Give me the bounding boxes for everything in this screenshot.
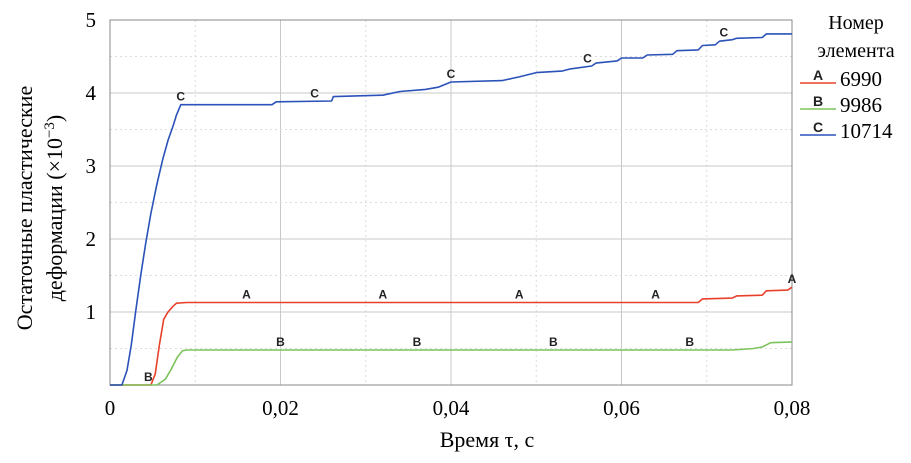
legend-marker: B bbox=[813, 93, 823, 109]
legend-item-9986: B 9986 bbox=[800, 93, 882, 117]
curve-marker-a: A bbox=[242, 288, 251, 302]
curve-marker-b: B bbox=[413, 335, 422, 349]
y-tick-label: 4 bbox=[86, 81, 97, 105]
plot-frame bbox=[109, 19, 793, 386]
curve-marker-c: C bbox=[583, 52, 592, 66]
x-tick-label: 0,04 bbox=[433, 396, 470, 420]
curve-marker-b: B bbox=[144, 370, 153, 384]
curve-marker-a: A bbox=[788, 272, 797, 286]
x-tick-label: 0 bbox=[105, 396, 116, 420]
legend-label: 10714 bbox=[840, 119, 893, 143]
curve-markers: A A A A A B B B B B C C C C C bbox=[144, 26, 797, 384]
curve-marker-b: B bbox=[549, 335, 558, 349]
curve-marker-a: A bbox=[515, 288, 524, 302]
curve-marker-a: A bbox=[651, 288, 660, 302]
legend-label: 9986 bbox=[840, 93, 882, 117]
x-tick-label: 0,02 bbox=[262, 396, 299, 420]
x-axis-title: Время τ, с bbox=[440, 427, 535, 452]
y-tick-label: 3 bbox=[86, 154, 97, 178]
curve-marker-c: C bbox=[310, 86, 319, 100]
grid bbox=[110, 20, 792, 385]
series-line-10714 bbox=[110, 33, 792, 386]
curve-marker-c: C bbox=[719, 26, 728, 40]
series-line-9986 bbox=[110, 341, 793, 386]
legend-title-line1: Номер bbox=[828, 12, 884, 34]
y-axis-title-close: ) bbox=[42, 115, 67, 122]
legend-marker: A bbox=[813, 67, 823, 83]
legend-items: A 6990 B 9986 C 10714 bbox=[800, 67, 893, 143]
y-tick-label: 2 bbox=[86, 227, 97, 251]
legend-marker: C bbox=[813, 119, 823, 135]
y-tick-label: 1 bbox=[86, 300, 97, 324]
x-tick-label: 0,08 bbox=[774, 396, 811, 420]
y-tick-label: 5 bbox=[86, 8, 97, 32]
legend-item-6990: A 6990 bbox=[800, 67, 882, 91]
curve-marker-b: B bbox=[685, 335, 694, 349]
y-axis-title-line1: Остаточные пластические bbox=[12, 86, 37, 330]
legend: Номер элемента A 6990 B 9986 C 10714 bbox=[800, 12, 895, 143]
y-axis-title-line2: деформации (×10−3) bbox=[42, 115, 67, 302]
y-axis-title-exponent: −3 bbox=[42, 122, 58, 138]
curve-marker-c: C bbox=[447, 67, 456, 81]
x-tick-label: 0,06 bbox=[603, 396, 640, 420]
y-axis-title: Остаточные пластические деформации (×10−… bbox=[12, 86, 67, 330]
series-line-6990 bbox=[110, 286, 793, 386]
curve-marker-c: C bbox=[176, 90, 185, 104]
legend-title-line2: элемента bbox=[817, 40, 894, 62]
curve-marker-b: B bbox=[276, 335, 285, 349]
curve-marker-a: A bbox=[378, 288, 387, 302]
y-axis-title-base: деформации (×10 bbox=[42, 138, 67, 301]
axis-ticks: 0 0,02 0,04 0,06 0,08 1 2 3 4 5 bbox=[86, 8, 811, 420]
legend-item-10714: C 10714 bbox=[800, 119, 893, 143]
legend-label: 6990 bbox=[840, 67, 882, 91]
series-lines bbox=[110, 33, 793, 386]
